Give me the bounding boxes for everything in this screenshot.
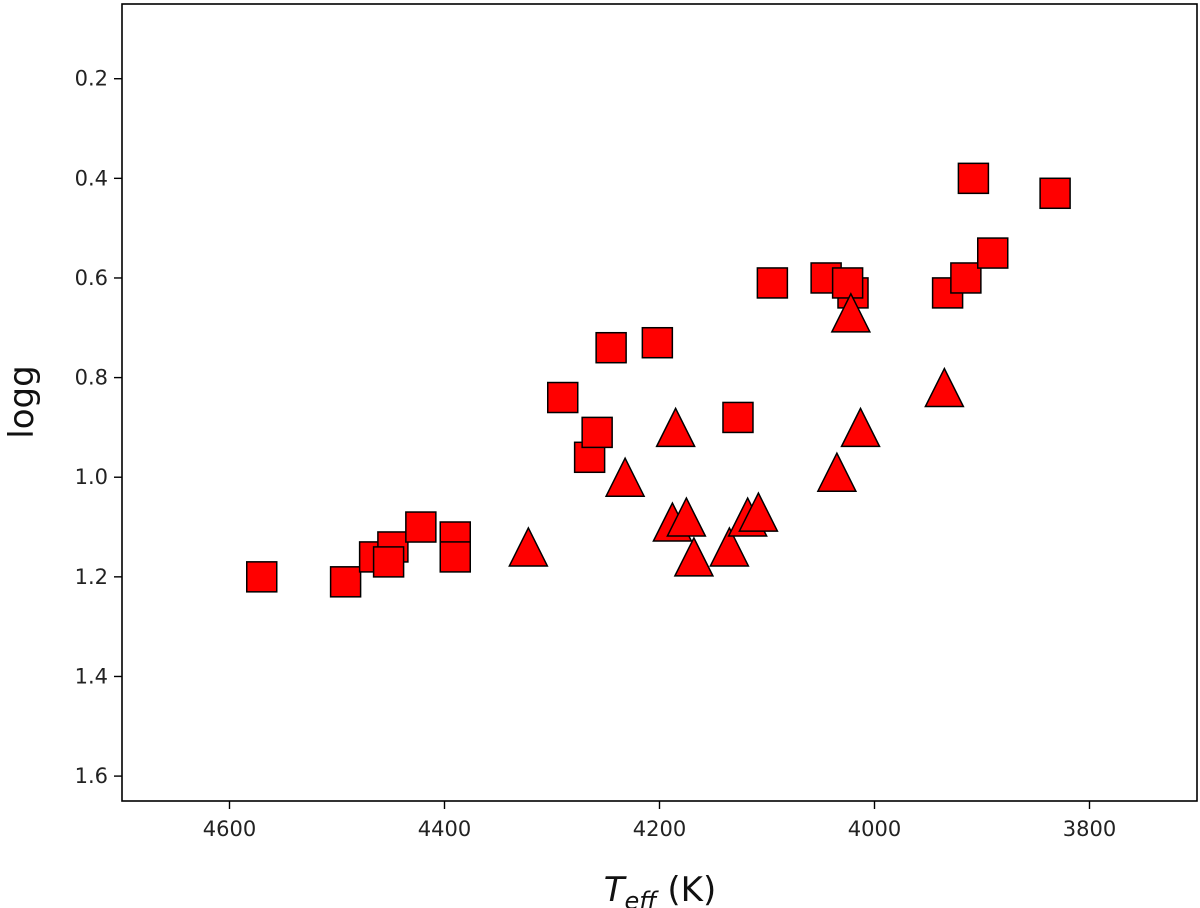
triangle-marker <box>673 536 715 577</box>
x-axis-ticks: 4600 4400 4200 4000 3800 <box>203 801 1116 841</box>
y-tick-label: 0.4 <box>75 166 108 190</box>
square-marker <box>329 566 362 598</box>
y-tick-label: 1.2 <box>75 565 108 589</box>
x-tick-label: 4000 <box>848 817 901 841</box>
x-tick-label: 4200 <box>633 817 686 841</box>
triangle-marker <box>924 366 965 408</box>
triangle-marker <box>709 526 750 567</box>
square-marker <box>405 511 437 543</box>
triangle-marker <box>830 292 872 333</box>
square-marker <box>722 401 754 434</box>
y-tick-label: 1.4 <box>75 664 108 688</box>
square-marker <box>977 237 1009 269</box>
y-axis-label: logg <box>2 365 42 438</box>
square-marker <box>756 267 789 299</box>
triangle-marker <box>604 456 646 497</box>
y-tick-label: 0.6 <box>75 266 108 290</box>
square-marker <box>439 541 471 573</box>
data-markers <box>246 162 1071 598</box>
square-marker <box>547 381 579 414</box>
square-marker <box>581 416 613 449</box>
square-marker <box>1039 177 1071 210</box>
x-axis-label: Teff (K) <box>604 870 717 908</box>
y-tick-label: 0.2 <box>75 67 108 91</box>
square-marker <box>831 267 864 299</box>
square-marker <box>641 326 674 359</box>
triangle-marker <box>840 406 881 448</box>
triangle-marker <box>666 496 707 537</box>
y-tick-label: 1.6 <box>75 764 108 788</box>
y-axis-ticks: 0.2 0.4 0.6 0.8 1.0 1.2 1.4 1.6 <box>75 67 122 788</box>
y-tick-label: 0.8 <box>75 366 108 390</box>
square-marker <box>950 262 982 294</box>
triangle-marker <box>816 451 858 492</box>
plot-area-frame <box>121 3 1198 802</box>
square-marker <box>595 331 627 364</box>
y-tick-label: 1.0 <box>75 465 108 489</box>
square-marker <box>372 546 405 578</box>
square-marker <box>246 561 278 593</box>
triangle-marker <box>738 491 779 532</box>
square-marker <box>957 162 990 195</box>
x-tick-label: 4600 <box>203 817 256 841</box>
x-tick-label: 4400 <box>418 817 471 841</box>
triangle-marker <box>508 526 549 567</box>
x-tick-label: 3800 <box>1063 817 1116 841</box>
triangle-marker <box>655 406 696 448</box>
